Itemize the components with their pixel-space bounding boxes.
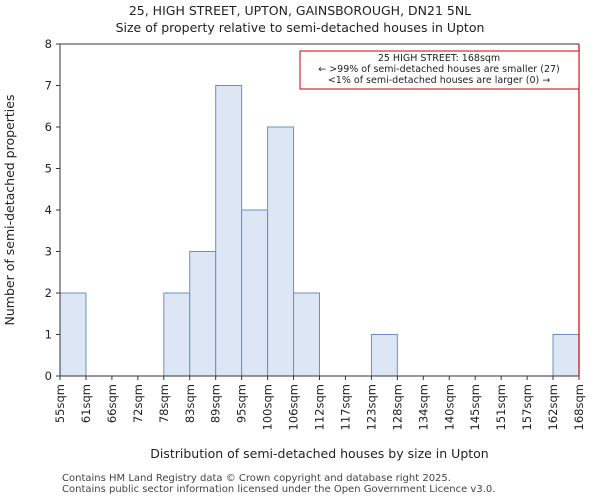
x-tick-label: 83sqm	[183, 384, 197, 423]
y-axis-label: Number of semi-detached properties	[2, 95, 17, 326]
x-axis-label: Distribution of semi-detached houses by …	[150, 446, 488, 461]
chart-subtitle: Size of property relative to semi-detach…	[115, 20, 485, 35]
annotation-line: ← >99% of semi-detached houses are small…	[318, 64, 560, 75]
y-tick-label: 7	[45, 79, 52, 93]
y-tick-label: 2	[45, 286, 52, 300]
bar	[552, 334, 580, 377]
y-tick-label: 6	[45, 120, 52, 134]
x-tick-label: 100sqm	[261, 384, 275, 430]
x-tick-label: 89sqm	[209, 384, 223, 423]
x-tick-label: 134sqm	[416, 384, 430, 430]
bar	[215, 85, 243, 377]
x-tick-label: 168sqm	[572, 384, 586, 430]
annotation-line: 25 HIGH STREET: 168sqm	[378, 53, 500, 64]
y-tick-label: 0	[45, 369, 52, 383]
x-tick-label: 61sqm	[79, 384, 93, 423]
x-tick-label: 72sqm	[131, 384, 145, 423]
footer-line-1: Contains HM Land Registry data © Crown c…	[62, 473, 451, 484]
y-tick-label: 3	[45, 245, 52, 259]
x-tick-label: 128sqm	[390, 384, 404, 430]
x-tick-label: 106sqm	[287, 384, 301, 430]
y-tick-label: 4	[45, 203, 52, 217]
bar	[59, 292, 87, 377]
x-tick-label: 157sqm	[520, 384, 534, 430]
bar	[293, 292, 320, 377]
x-tick-label: 162sqm	[546, 384, 560, 430]
x-tick-label: 95sqm	[235, 384, 249, 423]
x-tick-label: 145sqm	[468, 384, 482, 430]
y-tick-label: 1	[45, 328, 52, 342]
x-tick-label: 151sqm	[494, 384, 508, 430]
bar	[370, 334, 398, 377]
bar	[267, 126, 295, 377]
footer-line-2: Contains public sector information licen…	[62, 484, 496, 495]
x-tick-label: 55sqm	[53, 384, 67, 423]
x-tick-label: 112sqm	[313, 384, 327, 430]
bar	[241, 209, 269, 377]
chart-title: 25, HIGH STREET, UPTON, GAINSBOROUGH, DN…	[128, 3, 472, 18]
annotation-box	[299, 50, 580, 90]
y-tick-label: 5	[45, 162, 52, 176]
x-tick-label: 66sqm	[105, 384, 119, 423]
bar	[163, 292, 191, 377]
x-tick-label: 78sqm	[157, 384, 171, 423]
x-tick-label: 117sqm	[338, 384, 352, 430]
x-tick-label: 123sqm	[364, 384, 378, 430]
bar	[189, 251, 217, 377]
y-tick-label: 8	[45, 37, 52, 51]
x-tick-label: 140sqm	[442, 384, 456, 430]
annotation-line: <1% of semi-detached houses are larger (…	[328, 75, 550, 86]
